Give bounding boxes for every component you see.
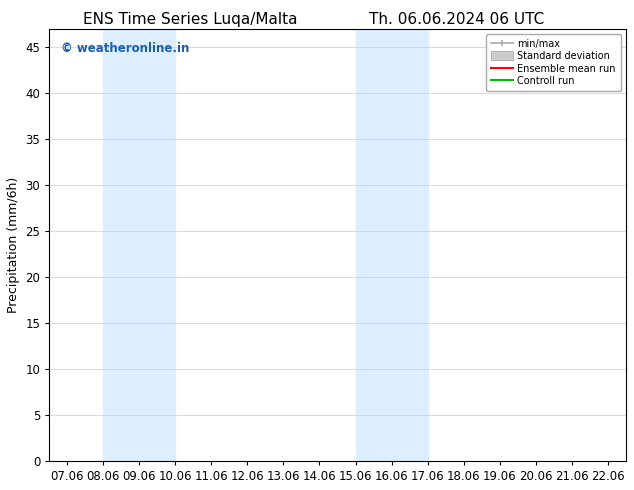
Bar [356,29,427,461]
Text: Th. 06.06.2024 06 UTC: Th. 06.06.2024 06 UTC [369,12,544,27]
Y-axis label: Precipitation (mm/6h): Precipitation (mm/6h) [7,177,20,313]
Text: © weatheronline.in: © weatheronline.in [61,42,190,55]
Text: ENS Time Series Luqa/Malta: ENS Time Series Luqa/Malta [83,12,297,27]
Bar [103,29,176,461]
Legend: min/max, Standard deviation, Ensemble mean run, Controll run: min/max, Standard deviation, Ensemble me… [486,34,621,91]
